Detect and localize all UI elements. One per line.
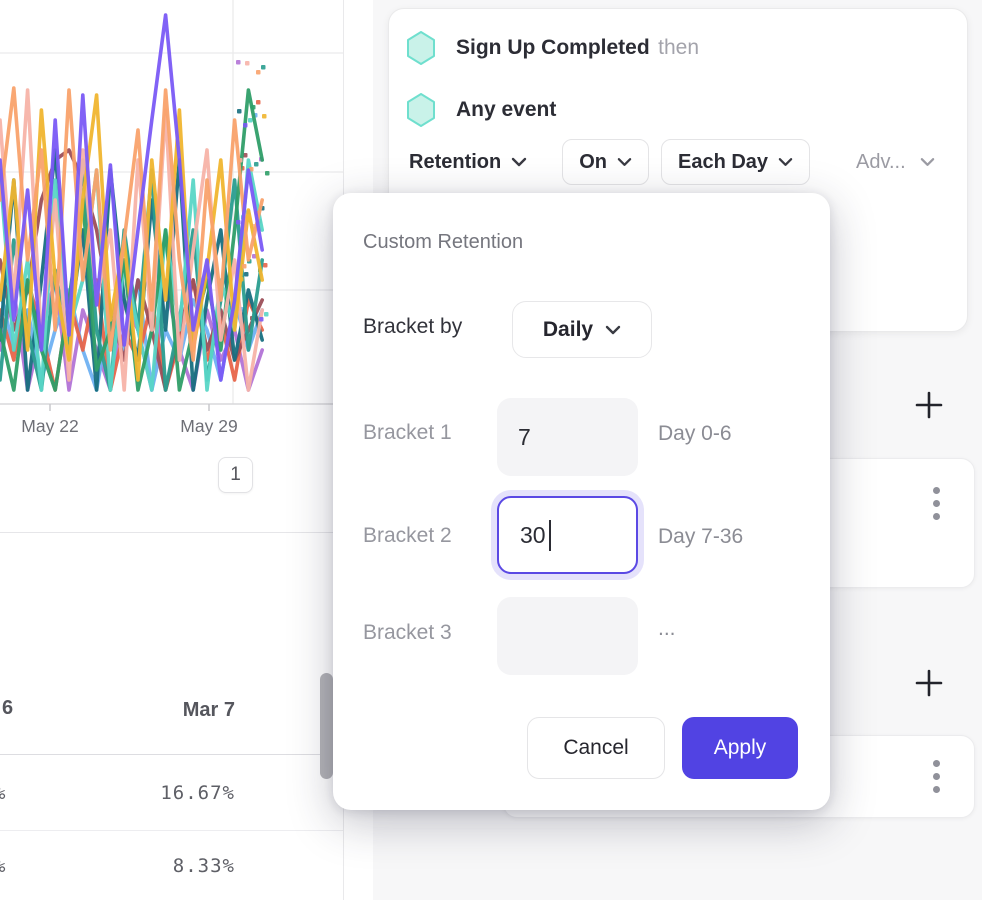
event-name: Any event xyxy=(456,98,557,121)
modal-title: Custom Retention xyxy=(363,231,524,253)
table-scrollbar-thumb[interactable] xyxy=(320,673,333,779)
event-hexagon-icon xyxy=(407,93,435,127)
x-axis-tick-may22: May 22 xyxy=(21,416,79,436)
interval-dropdown-label: Each Day xyxy=(678,150,769,173)
event-step-row[interactable]: Sign Up Completed then xyxy=(406,31,699,65)
bracket-3-range-label: ... xyxy=(658,617,676,640)
bracket-1-label: Bracket 1 xyxy=(363,421,452,444)
event-name: Sign Up Completed xyxy=(456,36,650,59)
table-cell-partial: % xyxy=(0,855,6,877)
table-column-header-mar6-partial: 6 xyxy=(2,697,14,719)
plus-icon xyxy=(915,669,943,697)
table-cell-partial: % xyxy=(0,782,6,804)
cancel-button[interactable]: Cancel xyxy=(527,717,665,779)
event-hexagon-icon xyxy=(407,31,435,65)
bracket-2-input[interactable] xyxy=(497,496,638,574)
kebab-menu-icon xyxy=(933,760,940,767)
custom-retention-modal: Custom Retention Bracket by Daily Bracke… xyxy=(333,193,830,810)
chevron-down-icon xyxy=(920,158,934,166)
table-row-divider xyxy=(0,830,343,831)
bracket-3-input[interactable] xyxy=(497,597,638,675)
bracket-1-input[interactable] xyxy=(497,398,638,476)
add-filter-button[interactable] xyxy=(914,390,944,420)
text-cursor xyxy=(549,520,551,551)
chevron-down-icon xyxy=(512,157,527,167)
event-step-row[interactable]: Any event xyxy=(406,93,556,127)
kebab-menu-icon xyxy=(933,487,940,494)
chevron-down-icon xyxy=(605,325,621,334)
table-cell-value: 16.67% xyxy=(160,782,235,804)
event-connector: then xyxy=(658,36,699,59)
breakdown-card-menu-button[interactable] xyxy=(929,756,944,797)
retention-line-chart xyxy=(0,0,343,411)
apply-button[interactable]: Apply xyxy=(682,717,798,779)
filter-card-menu-button[interactable] xyxy=(929,483,944,524)
bracket-3-label: Bracket 3 xyxy=(363,621,452,644)
on-dropdown[interactable]: On xyxy=(562,139,649,185)
measure-dropdown[interactable]: Retention xyxy=(401,151,535,174)
table-header-divider xyxy=(0,754,343,755)
x-axis-tick-may29: May 29 xyxy=(180,416,238,436)
section-divider xyxy=(0,532,343,533)
on-dropdown-label: On xyxy=(579,150,607,173)
bracket-2-range-label: Day 7-36 xyxy=(658,525,744,548)
advanced-dropdown[interactable]: Adv... xyxy=(856,151,935,174)
bracket-by-dropdown[interactable]: Daily xyxy=(512,301,652,358)
table-column-header-mar7: Mar 7 xyxy=(182,699,235,721)
interval-dropdown[interactable]: Each Day xyxy=(661,139,811,185)
measure-dropdown-label: Retention xyxy=(409,150,502,173)
plus-icon xyxy=(915,391,943,419)
add-breakdown-button[interactable] xyxy=(914,668,944,698)
chevron-down-icon xyxy=(778,158,793,166)
bracket-2-label: Bracket 2 xyxy=(363,524,452,547)
pagination-page-1-button[interactable]: 1 xyxy=(218,457,253,493)
query-controls-row: Retention On Each Day xyxy=(401,139,934,185)
bracket-by-label: Bracket by xyxy=(363,315,463,338)
chevron-down-icon xyxy=(617,158,632,166)
advanced-dropdown-label: Adv... xyxy=(856,150,906,173)
bracket-by-dropdown-label: Daily xyxy=(542,317,594,341)
retention-chart-panel: May 22 May 29 1 xyxy=(0,0,343,500)
table-cell-value: 8.33% xyxy=(172,855,235,877)
bracket-1-range-label: Day 0-6 xyxy=(658,422,732,445)
